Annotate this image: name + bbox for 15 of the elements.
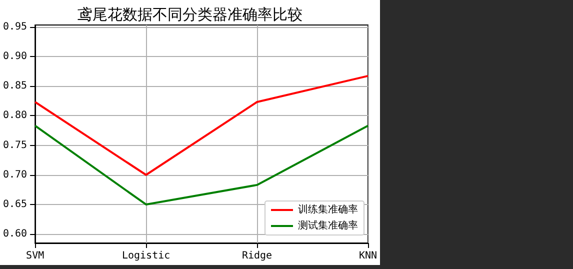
y-tick-label: 0.75 [2,140,28,151]
legend-label: 测试集准确率 [298,220,358,232]
x-tick-label: Logistic [122,250,170,262]
x-tick-label: KNN [358,250,377,262]
y-tick-label: 0.90 [2,50,28,62]
y-tick-label: 0.80 [2,110,28,122]
y-tick-label: 0.70 [2,169,28,180]
x-tick-label: Ridge [242,250,272,262]
y-tick-label: 0.65 [2,198,28,210]
x-tick-label: SVM [26,250,44,262]
chart-title: 鸢尾花数据不同分类器准确率比较 [78,6,302,24]
y-tick-label: 0.85 [2,80,28,92]
legend-label: 训练集准确率 [298,204,358,216]
y-tick-label: 0.95 [2,21,28,32]
y-tick-label: 0.60 [2,228,28,240]
